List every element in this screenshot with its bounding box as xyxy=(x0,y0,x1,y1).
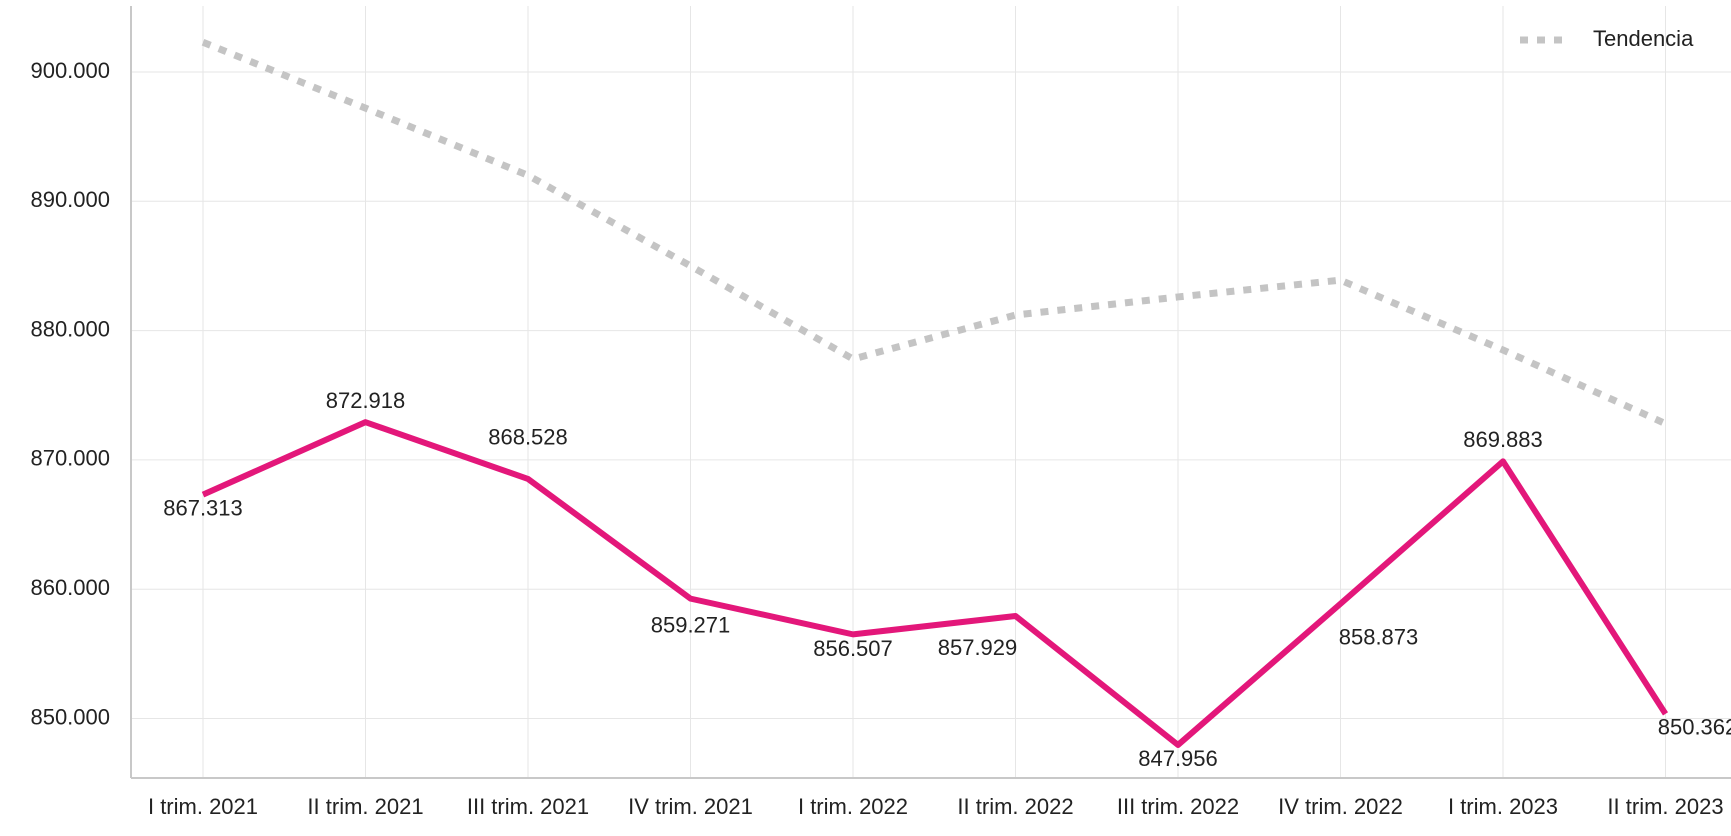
y-tick-label: 870.000 xyxy=(30,446,110,471)
data-label: 858.873 xyxy=(1339,625,1419,650)
x-tick-label: I trim. 2023 xyxy=(1448,794,1558,819)
y-tick-label: 900.000 xyxy=(30,58,110,83)
data-label: 868.528 xyxy=(488,425,568,450)
series-line xyxy=(201,419,1669,748)
x-tick-label: II trim. 2022 xyxy=(957,794,1073,819)
series-line xyxy=(201,38,1667,427)
x-tick-label: I trim. 2022 xyxy=(798,794,908,819)
legend-label: Tendencia xyxy=(1593,26,1694,51)
x-tick-label: III trim. 2021 xyxy=(467,794,589,819)
x-tick-label: IV trim. 2021 xyxy=(628,794,753,819)
y-tick-label: 890.000 xyxy=(30,187,110,212)
data-label: 872.918 xyxy=(326,388,406,413)
y-tick-label: 850.000 xyxy=(30,704,110,729)
data-label: 856.507 xyxy=(813,636,893,661)
x-tick-label: IV trim. 2022 xyxy=(1278,794,1403,819)
x-tick-label: II trim. 2021 xyxy=(307,794,423,819)
data-label: 859.271 xyxy=(651,612,731,637)
x-tick-label: III trim. 2022 xyxy=(1117,794,1239,819)
data-label: 850.362 xyxy=(1658,715,1731,740)
y-tick-label: 860.000 xyxy=(30,575,110,600)
data-label: 867.313 xyxy=(163,495,243,520)
data-label: 847.956 xyxy=(1138,746,1218,771)
data-label: 857.929 xyxy=(938,635,1018,660)
data-label: 869.883 xyxy=(1463,427,1543,452)
x-tick-label: II trim. 2023 xyxy=(1607,794,1723,819)
y-tick-label: 880.000 xyxy=(30,316,110,341)
x-tick-label: I trim. 2021 xyxy=(148,794,258,819)
